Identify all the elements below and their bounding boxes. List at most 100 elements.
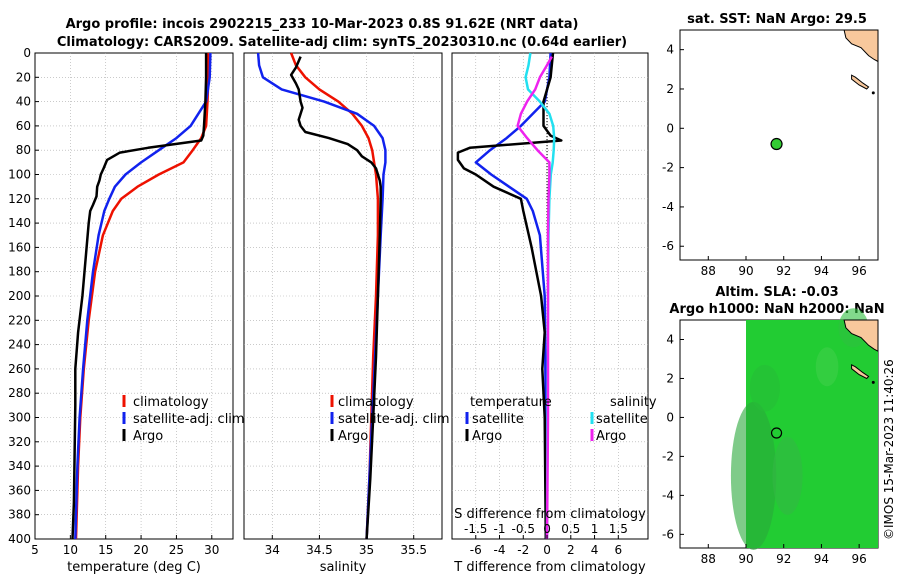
legend-salinity-title: salinity	[610, 395, 657, 410]
map-ytick-label: 4	[666, 43, 674, 57]
map-xtick-label: 88	[701, 264, 716, 278]
figure-title-line2: Climatology: CARS2009. Satellite-adj cli…	[57, 35, 627, 50]
map-xtick-label: 94	[814, 552, 829, 566]
ytick-label: 300	[8, 411, 31, 425]
salinity-lines	[256, 52, 387, 540]
xtick-label: -4	[494, 543, 506, 557]
ytick-label: 160	[8, 240, 31, 254]
sla-map-panel: Altim. SLA: -0.03 Argo h1000: NaN h2000:…	[662, 285, 885, 566]
series-satellite-adj-clim	[74, 52, 212, 540]
legend-t-satellite: satellite	[472, 412, 524, 427]
ytick-label: 60	[16, 119, 31, 133]
xtick-label: 34	[265, 543, 280, 557]
map-xtick-label: 88	[701, 552, 716, 566]
land-sumatra	[843, 319, 879, 353]
s-series-argo	[289, 56, 382, 540]
sla-patch	[730, 401, 777, 550]
s-tick-label: 0	[543, 522, 551, 536]
xtick-label: 20	[133, 543, 148, 557]
ytick-label: 320	[8, 435, 31, 449]
s-tick-label: -1.5	[464, 522, 487, 536]
sla-patch	[749, 364, 780, 412]
ytick-label: 140	[8, 216, 31, 230]
ytick-label: 80	[16, 143, 31, 157]
sst-map-coast	[770, 29, 879, 151]
s-tick-label: -1	[494, 522, 506, 536]
xtick-label: 2	[567, 543, 575, 557]
xtick-label: -6	[470, 543, 482, 557]
figure-title-line1: Argo profile: incois 2902215_233 10-Mar-…	[66, 17, 579, 32]
sst-map-yticks: -6 -4 -2 0 2 4	[662, 43, 684, 253]
ytick-label: 400	[8, 532, 31, 546]
ytick-label: 40	[16, 95, 31, 109]
map-ytick-label: -6	[662, 527, 674, 541]
land-sumatra	[843, 29, 879, 63]
map-xtick-label: 92	[776, 264, 791, 278]
xtick-label: 34.5	[306, 543, 333, 557]
sla-patch	[772, 436, 803, 515]
sst-map-panel: sat. SST: NaN Argo: 29.5 88 90 92 94 96 -6 -4…	[662, 12, 879, 278]
xtick-label: 10	[63, 543, 78, 557]
xtick-label: 15	[98, 543, 113, 557]
ytick-label: 120	[8, 192, 31, 206]
xtick-label: 30	[204, 543, 219, 557]
sla-patch	[815, 347, 839, 387]
difference-legend: temperature salinity satellite Argo sate…	[465, 395, 657, 444]
s-tick-label: -0.5	[512, 522, 535, 536]
sla-field	[730, 308, 878, 550]
t-difference-xlabel: T difference from climatology	[453, 560, 646, 575]
temperature-panel: 5 10 15 20 25 30 0 20 40 60 80 100 120 140 160 180 200 2…	[8, 46, 245, 575]
land-island	[851, 74, 870, 90]
s-tick-label: 1	[591, 522, 599, 536]
map-ytick-label: 4	[666, 332, 674, 346]
ytick-label: 220	[8, 313, 31, 327]
series-argo	[71, 53, 208, 540]
diff-t-satellite	[474, 52, 552, 539]
legend-satellite-adj: satellite-adj. clim	[133, 412, 245, 427]
legend-s-satellite: satellite	[596, 412, 648, 427]
ytick-label: 280	[8, 386, 31, 400]
temperature-lines	[71, 52, 212, 540]
map-xtick-label: 94	[814, 264, 829, 278]
map-ytick-label: 0	[666, 410, 674, 424]
xtick-label: 0	[543, 543, 551, 557]
t-difference-xticks: -6 -4 -2 0 2 4 6	[470, 535, 622, 557]
sst-map-title: sat. SST: NaN Argo: 29.5	[687, 12, 867, 27]
xtick-label: 5	[31, 543, 39, 557]
ytick-label: 340	[8, 459, 31, 473]
legend-climatology: climatology	[133, 395, 209, 410]
depth-yticks: 0 20 40 60 80 100 120 140 160 180 200 220 240 260 280 3…	[8, 46, 39, 546]
land-islet	[871, 91, 875, 95]
xtick-label: 4	[591, 543, 599, 557]
sla-map-xticks: 88 90 92 94 96	[701, 544, 867, 566]
map-ytick-label: 2	[666, 371, 674, 385]
ytick-label: 180	[8, 265, 31, 279]
temperature-xticks: 5 10 15 20 25 30	[31, 535, 219, 557]
ytick-label: 200	[8, 289, 31, 303]
xtick-label: 35.5	[400, 543, 427, 557]
legend-temperature-title: temperature	[470, 395, 552, 410]
map-ytick-label: -2	[662, 449, 674, 463]
salinity-legend: climatology satellite-adj. clim Argo	[330, 395, 450, 444]
xtick-label: -2	[517, 543, 529, 557]
s-tick-label: 1.5	[609, 522, 628, 536]
map-ytick-label: 0	[666, 121, 674, 135]
sla-map-coast	[770, 319, 879, 439]
land-islet	[871, 380, 875, 384]
diff-t-argo	[456, 52, 563, 540]
xtick-label: 25	[169, 543, 184, 557]
map-ytick-label: -4	[662, 200, 674, 214]
timestamp: ©IMOS 15-Mar-2023 11:40:26	[882, 359, 896, 540]
diff-s-argo	[516, 55, 553, 540]
s-legend-argo: Argo	[338, 429, 368, 444]
difference-lines	[456, 52, 563, 540]
ytick-label: 100	[8, 168, 31, 182]
ytick-label: 360	[8, 483, 31, 497]
temperature-grid	[35, 53, 233, 539]
difference-panel: -6 -4 -2 0 2 4 6 -1.5 -1 -0.5 0 0.5 1 1.5 T differen…	[451, 52, 657, 575]
temperature-xlabel: temperature (deg C)	[67, 560, 201, 575]
map-xtick-label: 96	[852, 552, 867, 566]
map-ytick-label: -6	[662, 239, 674, 253]
legend-argo: Argo	[133, 429, 163, 444]
